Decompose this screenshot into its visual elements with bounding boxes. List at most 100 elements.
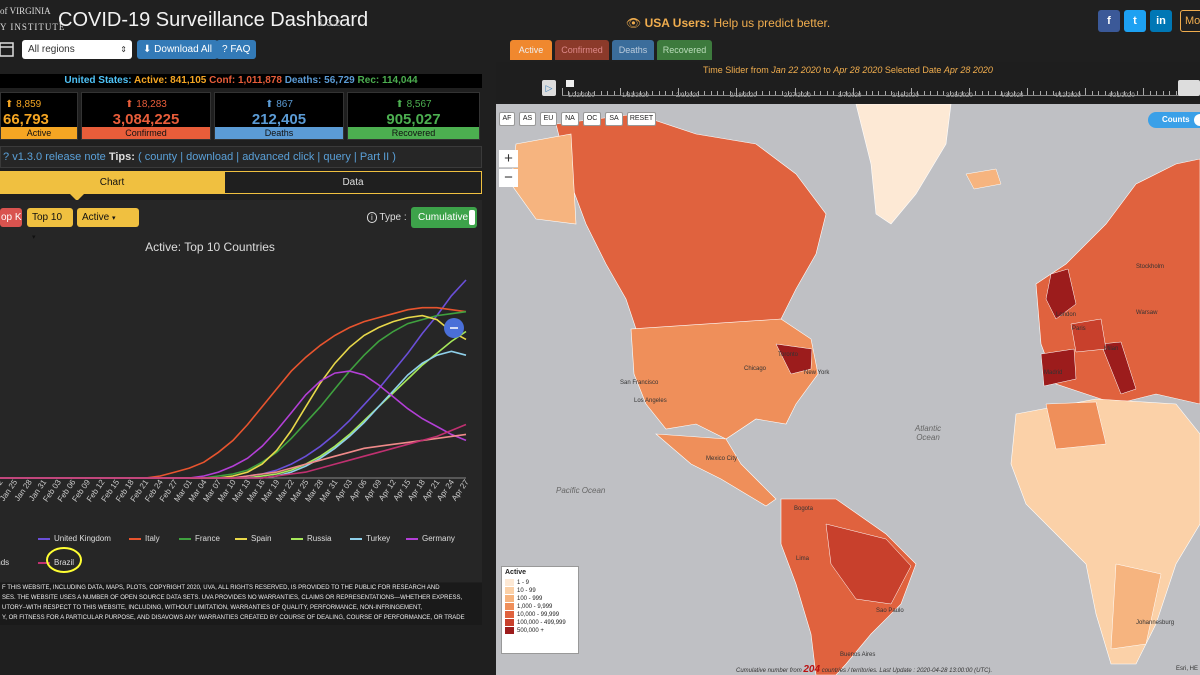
tab-data[interactable]: Data (224, 171, 482, 194)
zoom-in-button[interactable]: + (499, 150, 518, 168)
stat-active[interactable]: ⬆ 8,859 66,793 Active (0, 92, 78, 140)
slider-tick (846, 91, 848, 95)
tab-chart[interactable]: Chart (0, 171, 224, 194)
tips-bar: ? v1.3.0 release note Tips: ( county | d… (0, 146, 482, 168)
download-all-button[interactable]: ⬇ Download All (137, 40, 218, 59)
more-button[interactable]: Mo (1180, 10, 1200, 32)
slider-tick (736, 88, 738, 95)
time-slider-handle[interactable] (566, 80, 574, 87)
map-tab-deaths[interactable]: Deaths (612, 40, 654, 60)
map-panel: Active Confirmed Deaths Recovered Time S… (490, 40, 1200, 675)
slider-tick (710, 91, 712, 95)
calendar-icon[interactable] (0, 40, 16, 58)
map-legend-label: 1 - 9 (517, 580, 530, 587)
slider-tick (1085, 88, 1087, 95)
slider-tick (691, 91, 693, 95)
legend-item-russia[interactable]: Russia (291, 534, 331, 543)
twitter-icon[interactable]: t (1124, 10, 1146, 32)
map-legend-label: 10,000 - 99,999 (517, 612, 560, 619)
usa-users-link[interactable]: 👁 USA Users: Help us predict better. (626, 16, 830, 30)
slider-tick (904, 91, 906, 95)
map-legend-row: 500,000 + (505, 627, 575, 635)
stat-deaths-value: 212,405 (251, 111, 307, 128)
series-line-spain[interactable] (0, 314, 467, 479)
series-line-russia[interactable] (0, 330, 467, 479)
release-note-link[interactable]: ? v1.3.0 release note (3, 151, 106, 163)
stat-deaths[interactable]: ⬆ 867 212,405 Deaths (214, 92, 344, 140)
facebook-icon[interactable]: f (1098, 10, 1120, 32)
region-button-na[interactable]: NA (561, 112, 579, 126)
slider-tick (723, 91, 725, 95)
series-line-italy[interactable] (0, 306, 467, 479)
play-button[interactable]: ▷ (542, 80, 556, 96)
legend-item-germany[interactable]: Germany (406, 534, 455, 543)
legend-swatch (38, 537, 50, 540)
legend-item-netherlands[interactable]: Netherlands (0, 558, 9, 567)
map-attribution: Esri, HE (1176, 666, 1199, 672)
tip-link-query[interactable]: query (323, 151, 351, 163)
slider-tick (762, 91, 764, 95)
legend-item-italy[interactable]: Italy (129, 534, 160, 543)
stat-confirmed-value: 3,084,225 (112, 111, 180, 128)
region-button-as[interactable]: AS (519, 112, 536, 126)
slider-end-button[interactable] (1178, 80, 1200, 96)
series-line-brazil[interactable] (0, 423, 467, 479)
slider-tick (1059, 91, 1061, 95)
region-button-oc[interactable]: OC (583, 112, 601, 126)
legend-item-turkey[interactable]: Turkey (350, 534, 390, 543)
map-legend-label: 500,000 + (517, 628, 544, 635)
cumulative-toggle[interactable]: Cumulative (411, 207, 477, 228)
region-button-af[interactable]: AF (499, 112, 515, 126)
slider-tick (1110, 91, 1112, 95)
topk-button[interactable]: op K (0, 208, 22, 227)
metric-select[interactable]: Active ▾ (77, 208, 139, 227)
map-legend: Active 1 - 9 10 - 99 100 - 999 1,000 - 9,99… (501, 566, 579, 654)
usa-users-text: Help us predict better. (710, 16, 831, 30)
top10-select[interactable]: Top 10 ▾ (27, 208, 73, 241)
linkedin-icon[interactable]: in (1150, 10, 1172, 32)
counts-toggle[interactable]: Counts (1148, 112, 1200, 128)
time-slider-track[interactable] (562, 80, 1183, 96)
map-tab-active[interactable]: Active (510, 40, 552, 60)
slider-tick (800, 91, 802, 95)
legend-item-france[interactable]: France (179, 534, 220, 543)
slider-tick (1001, 91, 1003, 95)
slider-tick (755, 91, 757, 95)
map-tab-recovered[interactable]: Recovered (657, 40, 712, 60)
us-summary-bar: United States: Active: 841,105 Conf: 1,0… (0, 74, 482, 88)
zoom-out-button[interactable]: − (499, 169, 518, 187)
legend-label: Italy (145, 534, 160, 543)
slider-tick (697, 91, 699, 95)
tip-link-advanced-click[interactable]: advanced click (242, 151, 315, 163)
region-button-eu[interactable]: EU (540, 112, 557, 126)
legend-item-spain[interactable]: Spain (235, 534, 271, 543)
map-label-paris: Paris (1072, 326, 1086, 332)
world-map[interactable]: AF AS EU NA OC SA RESET Counts + − Toron… (496, 104, 1200, 675)
legend-swatch (235, 537, 247, 540)
slider-tick (1007, 91, 1009, 95)
region-select[interactable]: All regions ⇕ (22, 40, 132, 59)
stat-recovered[interactable]: ⬆ 8,567 905,027 Recovered (347, 92, 480, 140)
map-tab-confirmed[interactable]: Confirmed (555, 40, 609, 60)
slider-date-label: 3/7/2020 (838, 93, 862, 99)
tip-link-county[interactable]: county (144, 151, 178, 163)
slider-tick (1149, 91, 1151, 95)
region-button-sa[interactable]: SA (605, 112, 623, 126)
tip-link-download[interactable]: download (186, 151, 234, 163)
legend-item-brazil[interactable]: Brazil (38, 558, 74, 567)
map-legend-title: Active (505, 569, 527, 576)
series-line-turkey[interactable] (0, 350, 467, 479)
legend-label: Brazil (54, 558, 75, 567)
stat-confirmed[interactable]: ⬆ 18,283 3,084,225 Confirmed (81, 92, 211, 140)
reset-button[interactable]: RESET (627, 112, 656, 126)
page-title: COVID-19 Surveillance Dashboard (58, 9, 369, 31)
slider-tick (820, 91, 822, 95)
chart-title: Active: Top 10 Countries (145, 240, 275, 254)
legend-swatch (406, 537, 418, 540)
faq-button[interactable]: ? FAQ (216, 40, 257, 59)
slider-date-label: 2/18/2020 (730, 93, 757, 99)
legend-item-united-kingdom[interactable]: United Kingdom (38, 534, 111, 543)
slider-tick (775, 91, 777, 95)
series-line-france[interactable] (0, 310, 467, 479)
tip-link-part-two[interactable]: Part II (359, 151, 390, 163)
